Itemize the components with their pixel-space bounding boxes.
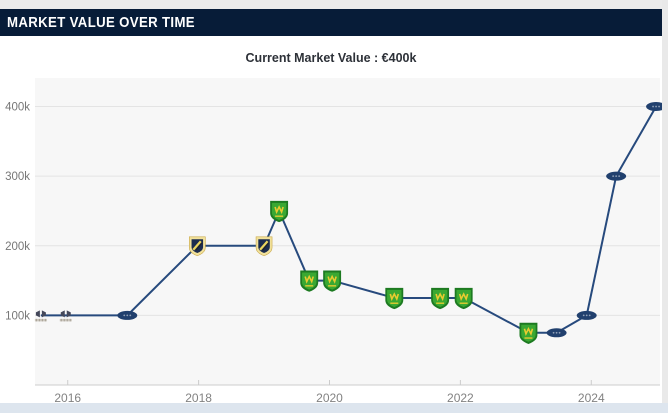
marker-oval[interactable] — [576, 310, 597, 320]
x-tick-label: 2018 — [185, 391, 212, 403]
marker-shield-yellow[interactable] — [189, 236, 206, 257]
plot-area — [35, 78, 660, 385]
section-title: MARKET VALUE OVER TIME — [7, 14, 195, 31]
market-value-line — [40, 106, 657, 334]
x-tick-label: 2024 — [578, 391, 605, 403]
marker-oval[interactable] — [646, 102, 662, 112]
marker-badge-small[interactable] — [34, 310, 47, 322]
marker-shield-green[interactable] — [300, 270, 319, 292]
marker-shield-green[interactable] — [385, 287, 404, 310]
y-tick-label: 100k — [5, 310, 30, 322]
x-tick-label: 2020 — [316, 391, 343, 403]
marker-oval[interactable] — [546, 328, 567, 338]
y-tick-label: 300k — [5, 171, 30, 183]
marker-oval[interactable] — [117, 310, 138, 320]
market-value-chart-card: Current Market Value : €400k 100k 200k 300… — [0, 36, 662, 403]
right-strip — [662, 0, 668, 413]
marker-shield-green[interactable] — [454, 287, 473, 310]
marker-oval[interactable] — [606, 171, 627, 181]
x-tick-label: 2016 — [54, 391, 81, 403]
marker-shield-green[interactable] — [431, 287, 450, 310]
marker-shield-green[interactable] — [323, 270, 342, 292]
x-tick-label: 2022 — [447, 391, 474, 403]
marker-shield-green[interactable] — [519, 322, 538, 344]
section-header: MARKET VALUE OVER TIME — [0, 9, 662, 36]
marker-badge-small[interactable] — [59, 310, 72, 322]
marker-shield-green[interactable] — [270, 200, 289, 223]
y-tick-label: 200k — [5, 241, 30, 253]
market-value-chart[interactable]: 100k 200k 300k 400k 2016 2018 2020 2022 2024 — [0, 70, 662, 403]
marker-shield-yellow[interactable] — [255, 236, 273, 257]
y-tick-label: 400k — [5, 102, 30, 114]
chart-title: Current Market Value : €400k — [245, 51, 417, 65]
bottom-strip — [0, 403, 668, 413]
top-strip — [0, 0, 668, 9]
